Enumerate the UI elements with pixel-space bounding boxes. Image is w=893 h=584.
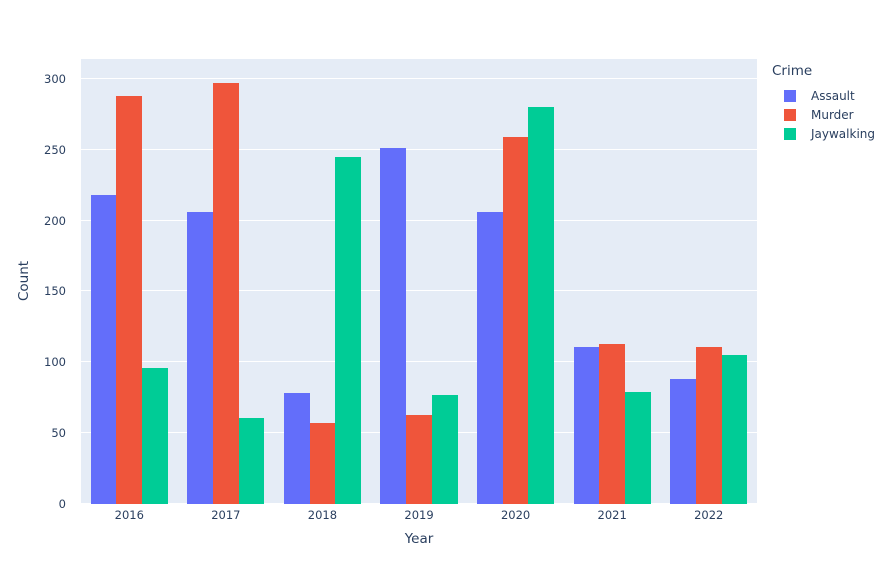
bar-group-2017 — [178, 59, 275, 504]
legend-items: Assault Murder Jaywalking — [772, 86, 875, 143]
bar-jaywalking-2018 — [335, 156, 362, 504]
x-tick-label: 2016 — [114, 508, 144, 522]
legend-swatch-icon — [784, 89, 796, 102]
bar-jaywalking-2017 — [238, 417, 265, 504]
bar-assault-2019 — [380, 148, 407, 504]
x-axis-tick-labels: 2016 2017 2018 2019 2020 2021 2022 — [81, 508, 757, 522]
x-tick-label: 2022 — [694, 508, 724, 522]
y-axis-tick-labels: 0 50 100 150 200 250 300 — [0, 59, 74, 511]
legend: Crime Assault Murder Jaywalking — [772, 63, 875, 143]
bar-murder-2019 — [406, 414, 432, 504]
bar-assault-2022 — [670, 379, 696, 504]
legend-swatch-icon — [784, 127, 796, 140]
bar-jaywalking-2016 — [142, 367, 168, 504]
bar-group-2019 — [371, 59, 468, 504]
bar-murder-2018 — [309, 423, 336, 504]
bar-group-2016 — [81, 59, 178, 504]
y-axis-title: Count — [16, 260, 32, 302]
bar-murder-2017 — [212, 83, 239, 504]
bar-group-2021 — [564, 59, 661, 504]
x-axis-title: Year — [404, 531, 434, 547]
x-tick-label: 2019 — [404, 508, 434, 522]
gridline — [81, 148, 757, 150]
bar-jaywalking-2020 — [528, 107, 555, 504]
x-tick-label: 2021 — [597, 508, 627, 522]
bar-jaywalking-2022 — [721, 355, 748, 504]
bar-murder-2022 — [695, 346, 722, 504]
bar-jaywalking-2019 — [431, 394, 458, 504]
bar-group-2020 — [467, 59, 564, 504]
y-tick-label: 50 — [51, 426, 66, 441]
gridline — [81, 290, 757, 292]
bar-assault-2017 — [187, 212, 213, 504]
y-tick-label: 100 — [44, 355, 66, 370]
gridline — [81, 77, 757, 79]
y-tick-label: 0 — [58, 497, 66, 511]
bar-group-2022 — [660, 59, 757, 504]
bars-container — [81, 59, 757, 504]
gridline — [81, 219, 757, 221]
y-tick-label: 250 — [44, 142, 66, 157]
x-tick-label: 2020 — [500, 508, 531, 522]
bar-murder-2020 — [502, 136, 529, 504]
bar-assault-2016 — [90, 195, 117, 504]
legend-item-jaywalking[interactable]: Jaywalking — [772, 124, 875, 143]
x-tick-label: 2017 — [211, 508, 241, 522]
bar-assault-2021 — [573, 346, 600, 504]
legend-item-assault[interactable]: Assault — [772, 86, 875, 105]
legend-item-label: Murder — [811, 107, 854, 122]
bar-assault-2018 — [283, 393, 310, 504]
y-tick-label: 200 — [44, 213, 66, 228]
bar-jaywalking-2021 — [625, 392, 651, 504]
legend-swatch-icon — [784, 108, 796, 121]
bar-murder-2021 — [599, 343, 626, 504]
legend-item-label: Jaywalking — [811, 126, 876, 141]
y-tick-label: 300 — [44, 71, 66, 86]
plot-area — [81, 59, 757, 504]
x-tick-label: 2018 — [307, 508, 338, 522]
legend-item-label: Assault — [811, 88, 855, 103]
legend-title: Crime — [772, 63, 813, 79]
gridline — [81, 361, 757, 363]
y-tick-label: 150 — [44, 284, 66, 299]
bar-murder-2016 — [116, 95, 143, 504]
legend-item-murder[interactable]: Murder — [772, 105, 875, 124]
bar-assault-2020 — [476, 212, 503, 504]
bar-group-2018 — [274, 59, 371, 504]
